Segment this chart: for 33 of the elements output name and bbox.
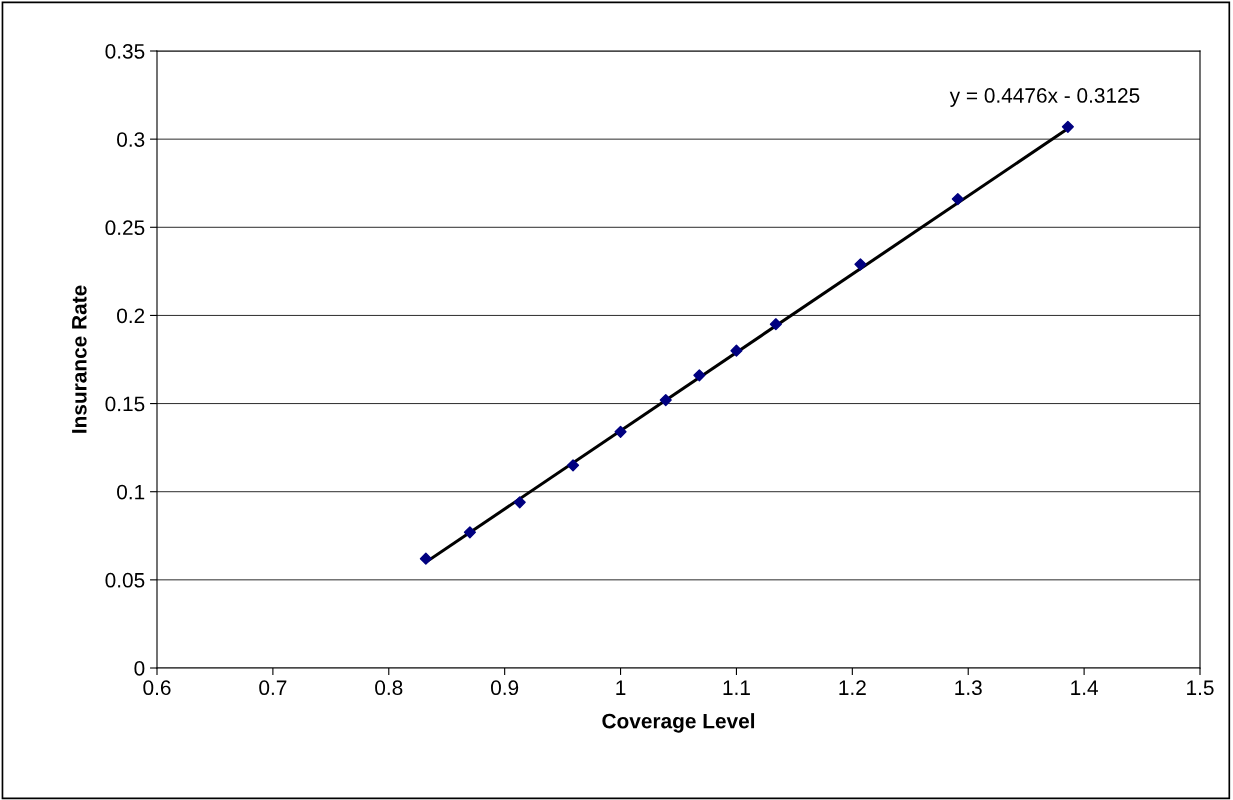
point: [513, 496, 526, 509]
y-axis-title: Insurance Rate: [72, 285, 87, 433]
x-tick-label: 1.3: [955, 680, 982, 696]
point: [419, 552, 432, 565]
point: [730, 344, 743, 357]
point: [463, 526, 476, 539]
y-tick-label: 0.3: [117, 132, 145, 147]
x-tick-label: 1.1: [723, 680, 750, 695]
point: [951, 193, 964, 206]
point: [769, 318, 782, 331]
x-tick-label: 0.7: [259, 680, 287, 696]
x-tick-label: 1: [616, 680, 626, 695]
x-tick-label: 1.5: [1187, 680, 1214, 696]
point: [614, 425, 627, 438]
y-tick-label: 0.05: [105, 572, 145, 588]
annotation: y = 0.4476x - 0.3125: [949, 88, 1140, 107]
y-tick-label: 0.1: [117, 484, 145, 500]
y-tick-label: 0.35: [105, 44, 145, 59]
x-tick-label: 0.9: [491, 680, 519, 696]
x-axis-title: Coverage Level: [602, 713, 755, 733]
y-tick-label: 0.2: [117, 308, 145, 324]
x-tick-label: 0.6: [143, 680, 171, 696]
point: [566, 459, 580, 472]
y-tick-label: 0: [134, 661, 145, 676]
x-tick-label: 1.4: [1071, 680, 1098, 695]
point: [693, 369, 706, 382]
x-tick-label: 0.8: [375, 680, 403, 696]
x-tick-label: 1.2: [839, 680, 866, 695]
point: [1061, 120, 1074, 133]
y-tick-label: 0.25: [105, 220, 145, 236]
point: [659, 393, 672, 407]
point: [854, 258, 867, 271]
y-tick-label: 0.15: [105, 396, 145, 412]
